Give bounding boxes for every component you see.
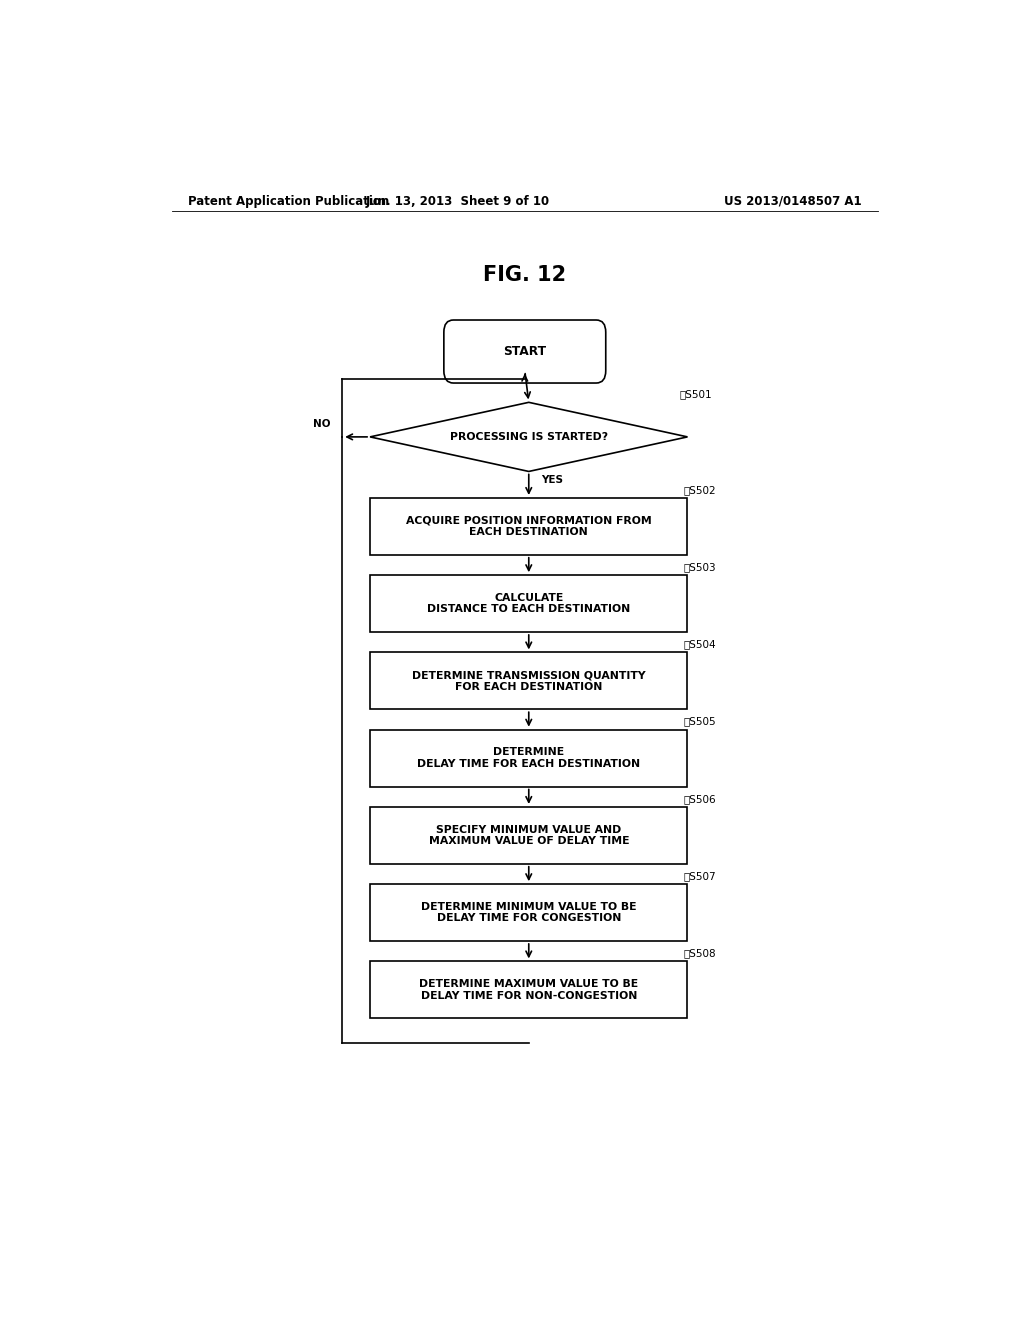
Text: Jun. 13, 2013  Sheet 9 of 10: Jun. 13, 2013 Sheet 9 of 10 [366,194,550,207]
Text: ⼿S502: ⼿S502 [684,484,716,495]
Bar [370,730,687,787]
Text: ⼿S504: ⼿S504 [684,639,716,649]
Text: Patent Application Publication: Patent Application Publication [187,194,389,207]
Text: START: START [503,345,547,358]
Text: NO: NO [313,418,331,429]
Text: ACQUIRE POSITION INFORMATION FROM
EACH DESTINATION: ACQUIRE POSITION INFORMATION FROM EACH D… [406,516,651,537]
Text: ⼿S508: ⼿S508 [684,948,716,958]
Bar [370,884,687,941]
Text: DETERMINE TRANSMISSION QUANTITY
FOR EACH DESTINATION: DETERMINE TRANSMISSION QUANTITY FOR EACH… [412,671,645,692]
Bar [370,498,687,554]
Text: DETERMINE MAXIMUM VALUE TO BE
DELAY TIME FOR NON-CONGESTION: DETERMINE MAXIMUM VALUE TO BE DELAY TIME… [419,979,638,1001]
Text: US 2013/0148507 A1: US 2013/0148507 A1 [724,194,862,207]
Bar [370,576,687,632]
Polygon shape [370,403,687,471]
Text: ⼿S507: ⼿S507 [684,871,716,880]
Text: ⼿S501: ⼿S501 [680,389,712,399]
Text: YES: YES [541,474,562,484]
Text: PROCESSING IS STARTED?: PROCESSING IS STARTED? [450,432,608,442]
Text: ⼿S503: ⼿S503 [684,562,716,572]
Text: DETERMINE MINIMUM VALUE TO BE
DELAY TIME FOR CONGESTION: DETERMINE MINIMUM VALUE TO BE DELAY TIME… [421,902,637,924]
Bar [370,652,687,709]
Text: ⼿S506: ⼿S506 [684,793,716,804]
Bar [370,961,687,1018]
FancyBboxPatch shape [443,319,606,383]
Bar [370,807,687,863]
Text: SPECIFY MINIMUM VALUE AND
MAXIMUM VALUE OF DELAY TIME: SPECIFY MINIMUM VALUE AND MAXIMUM VALUE … [428,825,629,846]
Text: DETERMINE
DELAY TIME FOR EACH DESTINATION: DETERMINE DELAY TIME FOR EACH DESTINATIO… [417,747,640,768]
Text: FIG. 12: FIG. 12 [483,265,566,285]
Text: CALCULATE
DISTANCE TO EACH DESTINATION: CALCULATE DISTANCE TO EACH DESTINATION [427,593,631,614]
Text: ⼿S505: ⼿S505 [684,717,716,726]
